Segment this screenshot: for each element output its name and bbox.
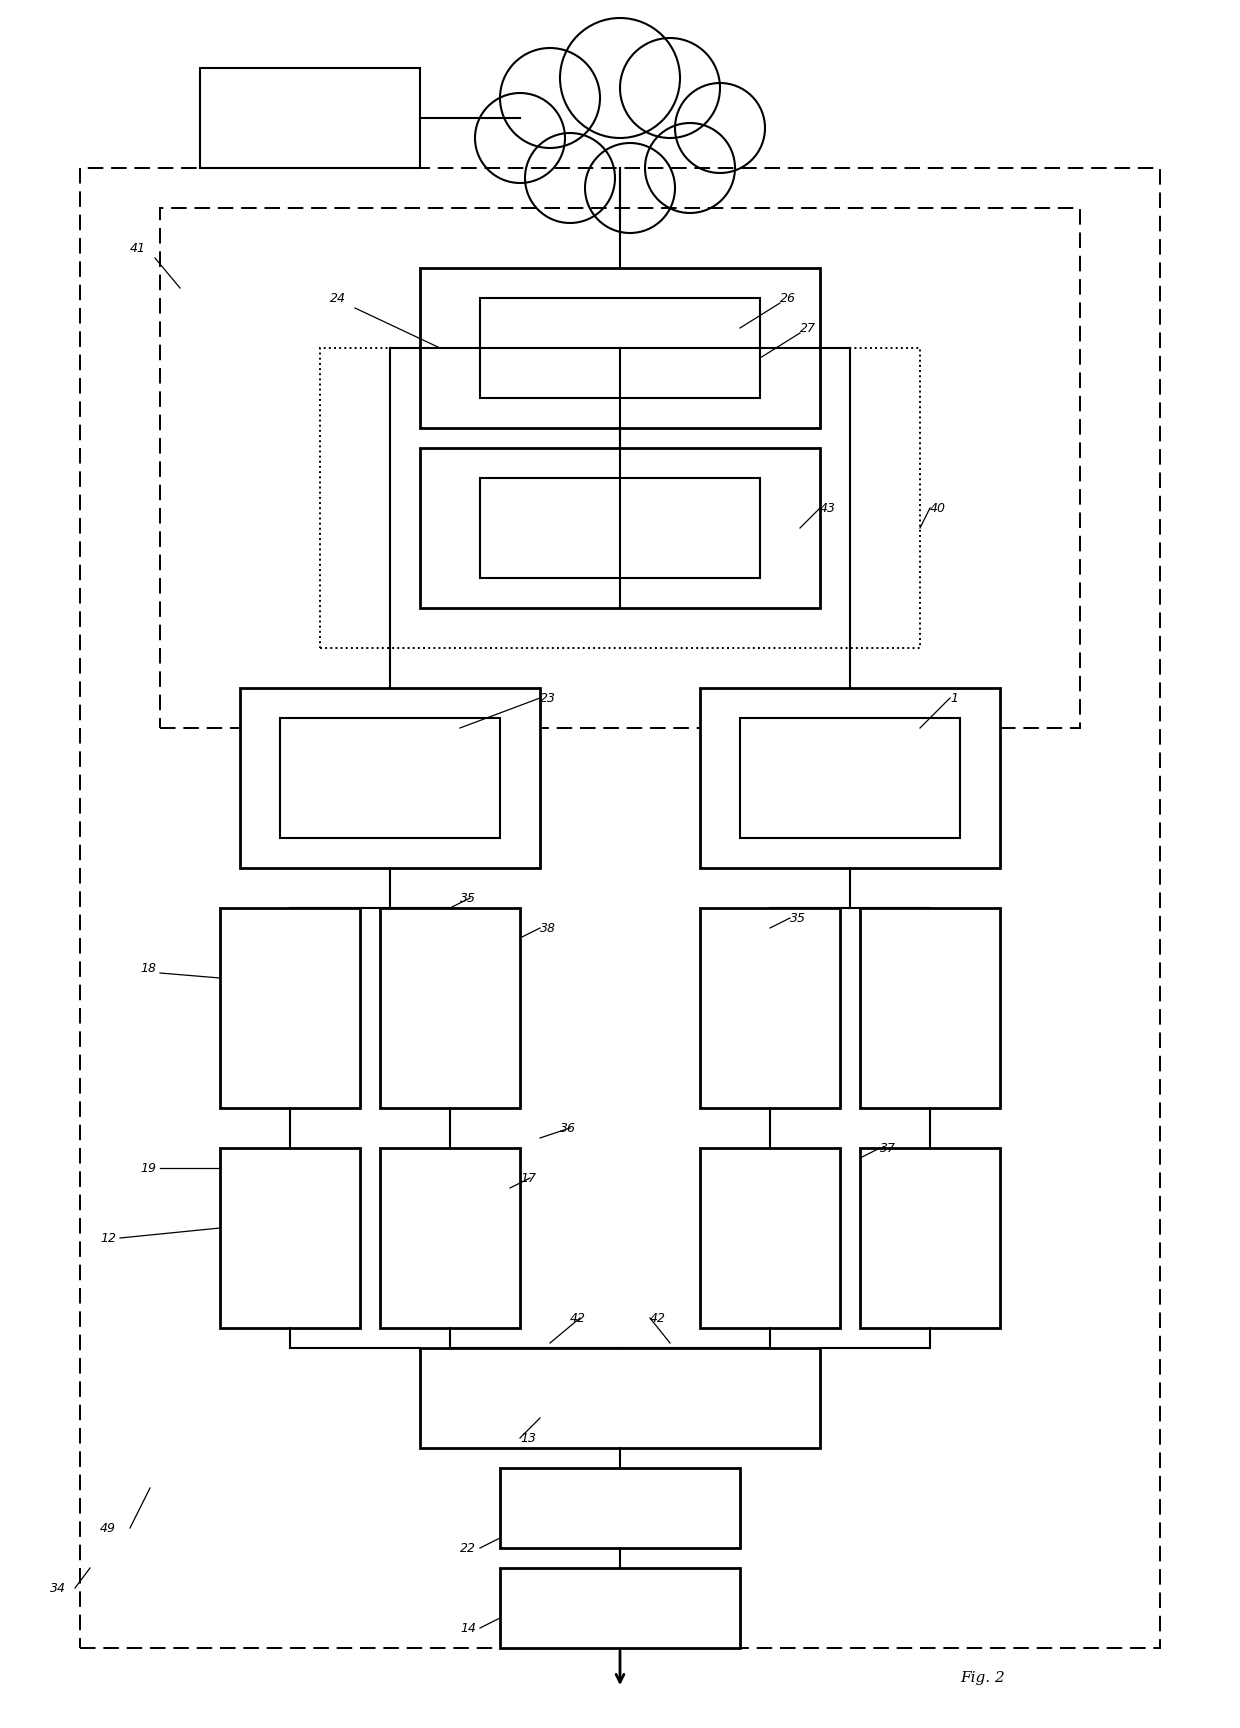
Text: 19: 19 (140, 1161, 156, 1175)
Bar (320, 347, 920, 648)
Text: Fig. 2: Fig. 2 (960, 1671, 1004, 1685)
Bar (81, 168, 1159, 1649)
Text: 17: 17 (520, 1172, 536, 1184)
Text: 1: 1 (950, 691, 959, 705)
Text: 18: 18 (140, 961, 156, 975)
Text: 24: 24 (330, 292, 346, 304)
Bar (861, 1147, 999, 1329)
Text: 27: 27 (800, 321, 816, 335)
Text: 43: 43 (820, 501, 836, 515)
Bar (379, 907, 520, 1108)
Text: 38: 38 (539, 921, 556, 935)
Text: 40: 40 (930, 501, 946, 515)
Text: 36: 36 (560, 1121, 577, 1135)
Bar (219, 907, 360, 1108)
Text: 42: 42 (650, 1312, 666, 1324)
Text: 23: 23 (539, 691, 556, 705)
Text: 13: 13 (520, 1431, 536, 1445)
Text: 12: 12 (100, 1232, 117, 1244)
Text: 35: 35 (460, 892, 476, 904)
Bar (480, 479, 760, 577)
Bar (219, 1147, 360, 1329)
Bar (420, 1348, 820, 1448)
Bar (280, 719, 500, 838)
Bar (480, 297, 760, 397)
Bar (200, 67, 420, 168)
Bar (861, 907, 999, 1108)
Bar (701, 1147, 839, 1329)
Text: 41: 41 (130, 242, 146, 254)
Bar (420, 448, 820, 608)
Bar (500, 1567, 740, 1649)
Text: 22: 22 (460, 1541, 476, 1555)
Bar (500, 1469, 740, 1548)
Bar (701, 688, 999, 867)
Text: 49: 49 (100, 1521, 117, 1534)
Text: 37: 37 (880, 1142, 897, 1154)
Text: 34: 34 (50, 1581, 66, 1595)
Bar (740, 719, 960, 838)
Bar (241, 688, 539, 867)
Bar (420, 268, 820, 429)
Text: 35: 35 (790, 911, 806, 924)
Text: 42: 42 (570, 1312, 587, 1324)
Bar (701, 907, 839, 1108)
Text: 26: 26 (780, 292, 796, 304)
Bar (160, 207, 1080, 727)
Bar (379, 1147, 520, 1329)
Text: 14: 14 (460, 1621, 476, 1635)
